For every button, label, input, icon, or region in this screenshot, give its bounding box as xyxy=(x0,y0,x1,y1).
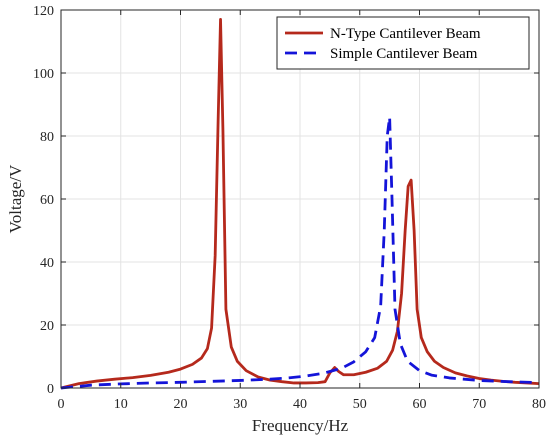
y-tick-label: 60 xyxy=(40,193,54,208)
x-tick-label: 0 xyxy=(58,397,65,412)
series-layer xyxy=(60,18,540,390)
y-tick-label: 20 xyxy=(40,319,54,334)
x-tick-label: 60 xyxy=(413,397,427,412)
y-tick-label: 100 xyxy=(33,67,54,82)
x-tick-label: 10 xyxy=(114,397,128,412)
y-tick-label: 80 xyxy=(40,130,54,145)
x-tick-label: 70 xyxy=(472,397,486,412)
legend-label-simple: Simple Cantilever Beam xyxy=(330,46,478,62)
series-line-simple xyxy=(60,115,540,390)
x-tick-label: 50 xyxy=(353,397,367,412)
x-tick-label: 20 xyxy=(174,397,188,412)
x-tick-label: 30 xyxy=(233,397,247,412)
legend-box xyxy=(276,16,530,70)
legend-label-n-type: N-Type Cantilever Beam xyxy=(330,26,481,42)
x-tick-label: 40 xyxy=(293,397,307,412)
y-axis-label: Voltage/V xyxy=(6,164,25,233)
y-tick-label: 120 xyxy=(33,4,54,19)
x-axis-label: Frequency/Hz xyxy=(252,416,349,435)
axis-layer: 0 10 20 30 40 50 60 70 80 0 20 40 60 80 100 120 xyxy=(33,4,546,412)
legend: N-Type Cantilever Beam Simple Cantilever… xyxy=(276,16,530,70)
label-layer: Frequency/Hz Voltage/V xyxy=(6,164,349,435)
y-tick-label: 0 xyxy=(47,382,54,397)
x-tick-label: 80 xyxy=(532,397,546,412)
y-tick-label: 40 xyxy=(40,256,54,271)
